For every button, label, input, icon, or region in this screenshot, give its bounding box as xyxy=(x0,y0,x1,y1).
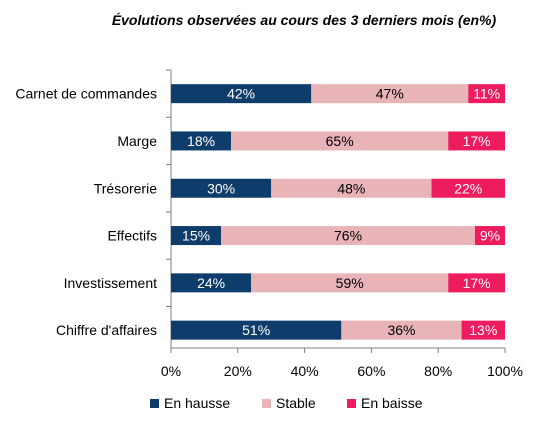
data-label: 65% xyxy=(326,133,354,149)
legend-swatch xyxy=(347,399,356,408)
chart-title: Évolutions observées au cours des 3 dern… xyxy=(111,12,497,28)
legend-swatch xyxy=(262,399,271,408)
data-label: 17% xyxy=(463,275,491,291)
x-tick-label: 100% xyxy=(487,363,523,379)
x-tick-label: 0% xyxy=(161,363,181,379)
legend-label: En baisse xyxy=(361,395,423,411)
legend-label: Stable xyxy=(276,395,316,411)
x-tick-label: 80% xyxy=(424,363,452,379)
data-label: 47% xyxy=(376,86,404,102)
data-label: 51% xyxy=(242,322,270,338)
bar-segment xyxy=(461,320,505,340)
bar-segment xyxy=(221,226,475,246)
data-label: 48% xyxy=(337,180,365,196)
data-label: 11% xyxy=(473,86,500,102)
data-label: 17% xyxy=(463,133,491,149)
bar-segment xyxy=(431,178,505,198)
bar-segment xyxy=(231,131,449,151)
x-tick-label: 60% xyxy=(357,363,385,379)
category-label: Effectifs xyxy=(107,228,157,244)
data-label: 36% xyxy=(387,322,415,338)
data-label: 22% xyxy=(454,180,482,196)
category-label: Carnet de commandes xyxy=(15,86,157,102)
bar-segment xyxy=(171,178,272,198)
bar-segment xyxy=(341,320,462,340)
bar-segment xyxy=(171,84,312,104)
x-tick-label: 40% xyxy=(291,363,319,379)
bar-segment xyxy=(448,273,505,293)
bar-segment xyxy=(448,131,505,151)
bar-segment xyxy=(251,273,449,293)
bar-segment xyxy=(311,84,469,104)
data-label: 18% xyxy=(187,133,215,149)
category-label: Marge xyxy=(117,133,157,149)
category-label: Investissement xyxy=(64,275,157,291)
data-label: 59% xyxy=(336,275,364,291)
legend-swatch xyxy=(150,399,159,408)
bar-segment xyxy=(468,84,505,104)
bar-segment xyxy=(171,320,342,340)
bar-segment xyxy=(171,273,252,293)
category-label: Trésorerie xyxy=(94,180,157,196)
data-label: 13% xyxy=(469,322,497,338)
bar-segment xyxy=(271,178,432,198)
data-label: 42% xyxy=(227,86,255,102)
bar-segment xyxy=(474,226,505,246)
x-tick-label: 20% xyxy=(224,363,252,379)
bar-segment xyxy=(171,226,222,246)
data-label: 76% xyxy=(334,228,362,244)
legend-label: En hausse xyxy=(164,395,230,411)
data-label: 15% xyxy=(182,228,210,244)
bar-segment xyxy=(171,131,232,151)
data-label: 24% xyxy=(197,275,225,291)
data-label: 30% xyxy=(207,180,235,196)
data-label: 9% xyxy=(480,228,500,244)
category-label: Chiffre d'affaires xyxy=(56,322,157,338)
